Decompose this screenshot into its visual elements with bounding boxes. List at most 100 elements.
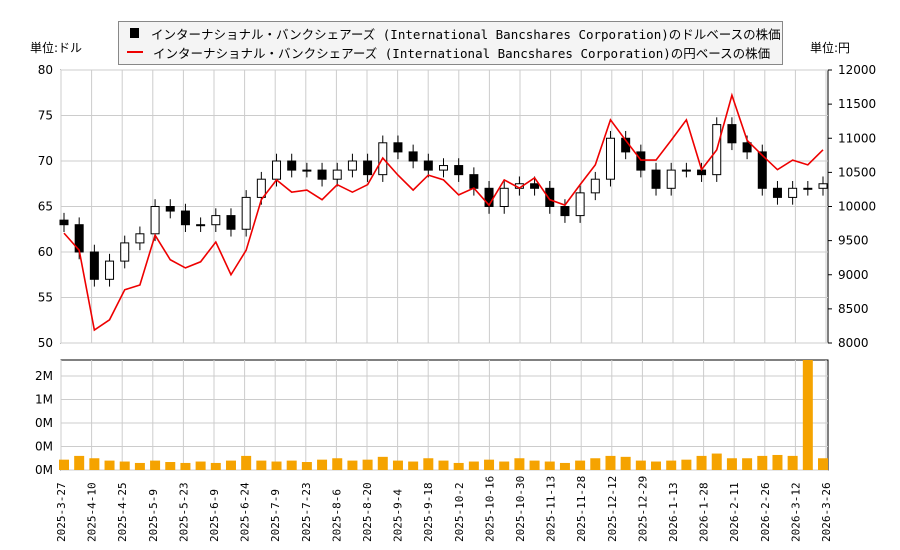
volume-bar bbox=[499, 461, 510, 470]
volume-bar bbox=[772, 454, 783, 470]
candle-body bbox=[135, 233, 145, 244]
candle-body bbox=[757, 151, 767, 189]
volume-bar bbox=[484, 459, 495, 470]
candle-body bbox=[727, 124, 737, 144]
right-tick-label: 11500 bbox=[838, 97, 876, 111]
x-tick-label: 2025-12-12 bbox=[606, 476, 619, 542]
volume-bar bbox=[818, 458, 828, 470]
x-tick-label: 2025-9-18 bbox=[422, 482, 435, 542]
x-tick-label: 2025-6-9 bbox=[208, 489, 221, 542]
volume-bar bbox=[286, 460, 297, 470]
candle-body bbox=[454, 165, 464, 176]
candle-body bbox=[165, 206, 175, 212]
right-tick-label: 8000 bbox=[838, 336, 869, 350]
candle-body bbox=[818, 183, 828, 189]
legend: インターナショナル・バンクシェアーズ (International Bancsh… bbox=[118, 21, 783, 65]
candle-body bbox=[651, 169, 661, 189]
volume-bar bbox=[392, 460, 403, 470]
candle-body bbox=[803, 187, 813, 190]
candle-body bbox=[530, 183, 540, 189]
volume-bar bbox=[802, 360, 813, 470]
volume-bar bbox=[620, 456, 631, 470]
left-axis-unit: 単位:ドル bbox=[30, 41, 83, 55]
candle-body bbox=[666, 169, 676, 189]
x-tick-label: 2025-4-10 bbox=[86, 482, 99, 542]
candle-body bbox=[120, 242, 130, 262]
candle-body bbox=[439, 165, 448, 171]
volume-bar bbox=[605, 455, 616, 470]
candle-body bbox=[545, 187, 555, 208]
x-tick-label: 2025-10-2 bbox=[453, 482, 466, 542]
volume-bar bbox=[59, 459, 69, 470]
right-tick-label: 10500 bbox=[838, 165, 876, 179]
x-tick-label: 2025-4-25 bbox=[116, 482, 129, 542]
candle-body bbox=[560, 206, 570, 217]
x-tick-label: 2026-3-26 bbox=[820, 482, 833, 542]
candle-body bbox=[59, 219, 69, 226]
volume-bar bbox=[210, 462, 221, 470]
volume-bar bbox=[317, 459, 328, 470]
candle-body bbox=[180, 210, 190, 226]
volume-bar bbox=[423, 458, 434, 470]
volume-bar bbox=[332, 458, 343, 470]
volume-bar bbox=[180, 462, 191, 470]
candle-body bbox=[423, 160, 433, 171]
legend-swatch-candle bbox=[130, 28, 139, 38]
volume-bar bbox=[453, 462, 464, 470]
candle-body bbox=[256, 178, 266, 198]
legend-item-usd: インターナショナル・バンクシェアーズ (International Bancsh… bbox=[127, 24, 781, 42]
candle-body bbox=[211, 215, 221, 226]
volume-bar bbox=[696, 455, 707, 470]
x-tick-label: 2025-9-4 bbox=[392, 489, 405, 542]
volume-bar bbox=[134, 462, 145, 470]
volume-bar bbox=[165, 462, 176, 470]
x-tick-label: 2025-6-24 bbox=[239, 482, 252, 542]
volume-bar bbox=[271, 461, 282, 470]
volume-bar bbox=[468, 461, 479, 470]
legend-swatch-line bbox=[127, 51, 143, 53]
volume-bar bbox=[408, 461, 419, 470]
x-tick-label: 2025-7-9 bbox=[269, 489, 282, 542]
left-tick-label: 65 bbox=[38, 200, 53, 214]
candle-body bbox=[590, 178, 600, 194]
volume-tick-label: 0M bbox=[35, 416, 53, 430]
volume-bar bbox=[514, 458, 525, 470]
x-tick-label: 2026-1-13 bbox=[667, 482, 680, 542]
candle-body bbox=[105, 260, 115, 280]
volume-bar bbox=[757, 455, 768, 470]
candle-body bbox=[742, 142, 752, 153]
x-tick-label: 2026-2-11 bbox=[728, 482, 741, 542]
legend-item-yen: インターナショナル・バンクシェアーズ (International Bancsh… bbox=[127, 43, 770, 61]
legend-label-usd: インターナショナル・バンクシェアーズ (International Bancsh… bbox=[151, 26, 781, 42]
candle-body bbox=[636, 151, 646, 171]
volume-bar bbox=[711, 453, 722, 470]
x-tick-label: 2025-3-27 bbox=[55, 482, 68, 542]
candle-body bbox=[363, 160, 373, 176]
left-tick-label: 50 bbox=[38, 336, 53, 350]
candle-body bbox=[469, 174, 479, 189]
candle-body bbox=[150, 206, 160, 235]
x-tick-label: 2025-8-6 bbox=[330, 489, 343, 542]
volume-bar bbox=[241, 455, 252, 470]
candle-body bbox=[287, 160, 297, 171]
x-tick-label: 2026-2-26 bbox=[759, 482, 772, 542]
volume-bar bbox=[225, 460, 236, 470]
volume-bar bbox=[301, 462, 312, 470]
right-tick-label: 8500 bbox=[838, 302, 869, 316]
volume-bar bbox=[347, 460, 358, 470]
candle-body bbox=[226, 215, 236, 230]
candle-body bbox=[317, 169, 327, 180]
left-tick-label: 60 bbox=[38, 245, 53, 259]
volume-plot-frame bbox=[60, 359, 829, 471]
volume-tick-label: 0M bbox=[35, 463, 53, 477]
candle-body bbox=[332, 169, 342, 180]
right-tick-label: 11000 bbox=[838, 131, 876, 145]
x-tick-label: 2026-1-28 bbox=[698, 482, 711, 542]
volume-bar bbox=[590, 458, 601, 470]
candle-body bbox=[499, 187, 509, 208]
x-tick-label: 2025-7-23 bbox=[300, 482, 313, 542]
legend-label-yen: インターナショナル・バンクシェアーズ (International Bancsh… bbox=[153, 45, 771, 61]
candle-body bbox=[575, 192, 585, 217]
